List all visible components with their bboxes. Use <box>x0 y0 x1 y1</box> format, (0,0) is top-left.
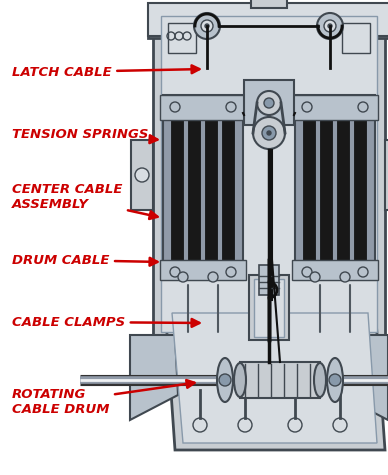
Circle shape <box>262 126 276 140</box>
Bar <box>161 16 377 332</box>
Polygon shape <box>165 305 385 450</box>
Text: CABLE CLAMPS: CABLE CLAMPS <box>12 315 199 329</box>
Bar <box>153 8 385 340</box>
Bar <box>131 140 153 210</box>
Circle shape <box>340 272 350 282</box>
Bar <box>295 95 375 280</box>
Circle shape <box>208 272 218 282</box>
Circle shape <box>201 20 213 32</box>
Circle shape <box>170 267 180 277</box>
Circle shape <box>205 24 209 28</box>
Ellipse shape <box>314 363 326 397</box>
Ellipse shape <box>234 363 246 397</box>
Circle shape <box>238 418 252 432</box>
Circle shape <box>317 13 343 39</box>
Polygon shape <box>172 313 377 443</box>
Bar <box>168 23 196 53</box>
Circle shape <box>257 91 281 115</box>
Bar <box>222 105 234 270</box>
Ellipse shape <box>327 358 343 402</box>
Bar <box>148 3 388 36</box>
Circle shape <box>310 272 320 282</box>
Circle shape <box>333 418 347 432</box>
Bar <box>251 0 287 8</box>
Bar <box>320 105 332 270</box>
Circle shape <box>288 418 302 432</box>
Text: ROTATING
CABLE DRUM: ROTATING CABLE DRUM <box>12 380 194 416</box>
Circle shape <box>358 102 368 112</box>
Bar <box>385 140 388 210</box>
Circle shape <box>194 13 220 39</box>
Polygon shape <box>130 335 178 420</box>
Bar <box>342 23 370 53</box>
Bar <box>148 3 388 38</box>
Circle shape <box>302 267 312 277</box>
Circle shape <box>193 418 207 432</box>
Circle shape <box>170 102 180 112</box>
Circle shape <box>226 267 236 277</box>
Circle shape <box>226 102 236 112</box>
Circle shape <box>219 374 231 386</box>
Circle shape <box>264 98 274 108</box>
Text: TENSION SPRINGS: TENSION SPRINGS <box>12 129 158 143</box>
Bar <box>205 105 217 270</box>
Circle shape <box>267 131 271 135</box>
Bar <box>354 105 366 270</box>
Bar <box>244 80 294 125</box>
Text: CENTER CABLE
ASSEMBLY: CENTER CABLE ASSEMBLY <box>12 183 158 219</box>
Polygon shape <box>340 335 388 420</box>
Bar <box>171 105 183 270</box>
Circle shape <box>329 374 341 386</box>
Text: DRUM CABLE: DRUM CABLE <box>12 254 158 266</box>
Bar <box>254 279 284 337</box>
Bar <box>249 275 289 340</box>
Circle shape <box>302 102 312 112</box>
Bar <box>160 95 246 120</box>
Circle shape <box>178 272 188 282</box>
Circle shape <box>328 24 332 28</box>
Bar <box>337 105 349 270</box>
Bar <box>303 105 315 270</box>
Circle shape <box>135 168 149 182</box>
Bar <box>292 260 378 280</box>
Circle shape <box>324 20 336 32</box>
Text: LATCH CABLE: LATCH CABLE <box>12 66 199 78</box>
Bar <box>188 105 200 270</box>
Bar <box>292 95 378 120</box>
Circle shape <box>253 117 285 149</box>
Bar <box>259 265 279 295</box>
Bar <box>160 260 246 280</box>
Ellipse shape <box>217 358 233 402</box>
Bar <box>163 95 243 280</box>
Circle shape <box>358 267 368 277</box>
Bar <box>240 362 320 398</box>
